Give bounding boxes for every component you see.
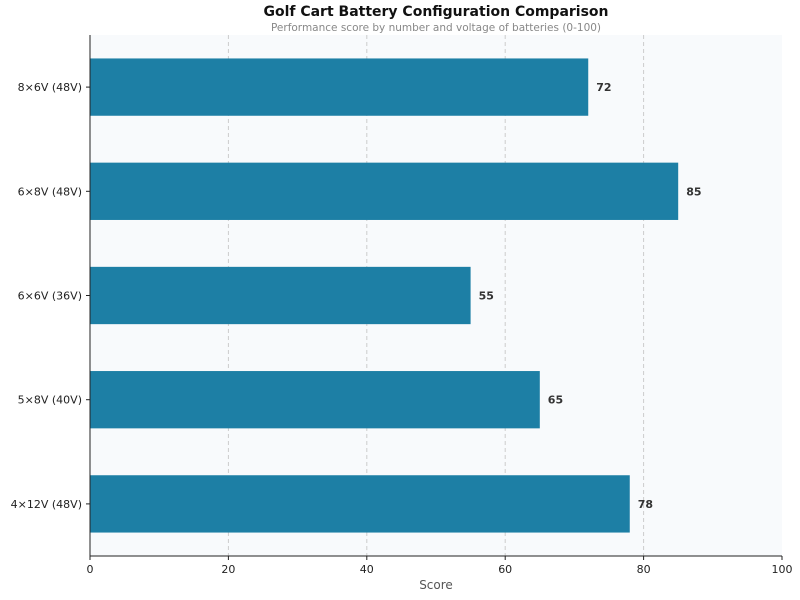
x-tick-label: 40 bbox=[360, 563, 374, 576]
x-tick-label: 100 bbox=[772, 563, 793, 576]
bar-value-label: 65 bbox=[548, 394, 563, 407]
x-tick-label: 60 bbox=[498, 563, 512, 576]
chart-subtitle: Performance score by number and voltage … bbox=[271, 22, 601, 34]
x-tick-label: 20 bbox=[221, 563, 235, 576]
y-tick-label: 8×6V (48V) bbox=[18, 81, 82, 94]
y-tick-label: 6×8V (48V) bbox=[18, 185, 82, 198]
y-tick-label: 6×6V (36V) bbox=[18, 290, 82, 303]
bar-value-label: 55 bbox=[479, 290, 494, 303]
y-tick-label: 5×8V (40V) bbox=[18, 394, 82, 407]
x-tick-label: 80 bbox=[637, 563, 651, 576]
bar-value-label: 78 bbox=[638, 498, 653, 511]
y-tick-label: 4×12V (48V) bbox=[11, 498, 82, 511]
bar bbox=[90, 475, 630, 533]
bar bbox=[90, 371, 540, 429]
bar-value-label: 72 bbox=[596, 81, 611, 94]
bar-value-label: 85 bbox=[686, 185, 701, 198]
x-axis-label: Score bbox=[419, 578, 453, 592]
bar bbox=[90, 162, 679, 220]
bar bbox=[90, 58, 589, 116]
chart-title: Golf Cart Battery Configuration Comparis… bbox=[263, 4, 608, 20]
bar bbox=[90, 266, 471, 325]
x-tick-label: 0 bbox=[87, 563, 94, 576]
